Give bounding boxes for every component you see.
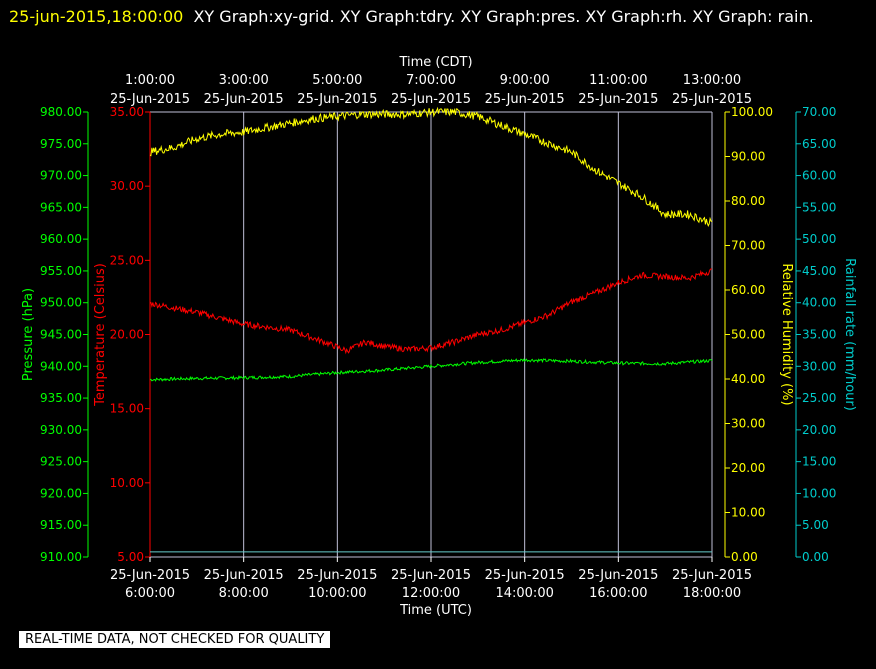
humidity-tick-label: 0.00 — [731, 550, 758, 564]
pressure-tick-label: 950.00 — [40, 296, 82, 310]
rainfall-tick-label: 0.00 — [802, 550, 829, 564]
top-tick-time: 13:00:00 — [683, 73, 741, 88]
top-tick-date: 25-Jun-2015 — [485, 92, 565, 107]
rainfall-axis-label: Rainfall rate (mm/hour) — [842, 258, 857, 411]
bottom-tick-date: 25-Jun-2015 — [391, 568, 471, 583]
top-axis-label: Time (CDT) — [398, 55, 472, 70]
rainfall-tick-label: 65.00 — [802, 137, 836, 151]
rainfall-tick-label: 45.00 — [802, 264, 836, 278]
humidity-tick-label: 20.00 — [731, 461, 765, 475]
humidity-tick-label: 10.00 — [731, 506, 765, 520]
rainfall-tick-label: 60.00 — [802, 169, 836, 183]
humidity-tick-label: 90.00 — [731, 150, 765, 164]
humidity-tick-label: 60.00 — [731, 283, 765, 297]
pressure-tick-label: 970.00 — [40, 169, 82, 183]
bottom-tick-time: 6:00:00 — [125, 586, 175, 601]
pressure-tick-label: 980.00 — [40, 105, 82, 119]
bottom-tick-time: 10:00:00 — [308, 586, 366, 601]
pressure-tick-label: 930.00 — [40, 423, 82, 437]
axis-lines — [83, 111, 801, 562]
axis-labels: 910.00 915.00 920.00 925.00 930.00 935.00 940.… — [21, 55, 857, 618]
series-layer — [149, 106, 713, 553]
temperature-tick-label: 10.00 — [110, 476, 144, 490]
graph-series-list: XY Graph:xy-grid. XY Graph:tdry. XY Grap… — [193, 7, 814, 26]
temperature-axis-label: Temperature (Celsius) — [93, 263, 108, 407]
temperature-tick-label: 5.00 — [117, 550, 144, 564]
graph-timestamp: 25-jun-2015,18:00:00 — [9, 7, 184, 26]
pressure-series-line — [149, 358, 713, 382]
pressure-tick-label: 920.00 — [40, 486, 82, 500]
humidity-series-line — [149, 106, 713, 227]
rainfall-tick-label: 50.00 — [802, 232, 836, 246]
bottom-tick-date: 25-Jun-2015 — [297, 568, 377, 583]
rainfall-tick-label: 15.00 — [802, 455, 836, 469]
pressure-tick-label: 965.00 — [40, 200, 82, 214]
temperature-tick-label: 25.00 — [110, 253, 144, 267]
humidity-tick-label: 70.00 — [731, 239, 765, 253]
graph-title: 25-jun-2015,18:00:00 XY Graph:xy-grid. X… — [9, 3, 859, 31]
grid-layer — [243, 112, 619, 557]
temperature-tick-label: 15.00 — [110, 402, 144, 416]
bottom-tick-time: 12:00:00 — [402, 586, 460, 601]
bottom-tick-date: 25-Jun-2015 — [578, 568, 658, 583]
bottom-tick-date: 25-Jun-2015 — [110, 568, 190, 583]
pressure-tick-label: 915.00 — [40, 518, 82, 532]
top-tick-time: 1:00:00 — [125, 73, 175, 88]
top-tick-date: 25-Jun-2015 — [297, 92, 377, 107]
humidity-axis-label: Relative Humidity (%) — [779, 263, 794, 405]
rainfall-tick-label: 20.00 — [802, 423, 836, 437]
bottom-axis-label: Time (UTC) — [399, 603, 472, 618]
bottom-tick-date: 25-Jun-2015 — [485, 568, 565, 583]
top-tick-time: 7:00:00 — [406, 73, 456, 88]
temperature-tick-label: 20.00 — [110, 328, 144, 342]
rainfall-tick-label: 10.00 — [802, 486, 836, 500]
rainfall-tick-label: 30.00 — [802, 359, 836, 373]
rainfall-tick-label: 55.00 — [802, 200, 836, 214]
top-tick-date: 25-Jun-2015 — [578, 92, 658, 107]
rainfall-tick-label: 5.00 — [802, 518, 829, 532]
pressure-tick-label: 945.00 — [40, 328, 82, 342]
rainfall-tick-label: 40.00 — [802, 296, 836, 310]
top-tick-date: 25-Jun-2015 — [110, 92, 190, 107]
bottom-tick-time: 16:00:00 — [589, 586, 647, 601]
rainfall-tick-label: 35.00 — [802, 328, 836, 342]
temperature-series-line — [149, 268, 712, 355]
bottom-tick-time: 14:00:00 — [495, 586, 553, 601]
pressure-tick-label: 955.00 — [40, 264, 82, 278]
pressure-tick-label: 960.00 — [40, 232, 82, 246]
humidity-tick-label: 50.00 — [731, 328, 765, 342]
bottom-tick-time: 18:00:00 — [683, 586, 741, 601]
pressure-axis-label: Pressure (hPa) — [21, 288, 36, 381]
bottom-tick-time: 8:00:00 — [219, 586, 269, 601]
top-tick-time: 9:00:00 — [500, 73, 550, 88]
temperature-tick-label: 30.00 — [110, 179, 144, 193]
top-tick-date: 25-Jun-2015 — [391, 92, 471, 107]
humidity-tick-label: 30.00 — [731, 417, 765, 431]
bottom-tick-date: 25-Jun-2015 — [672, 568, 752, 583]
rainfall-tick-label: 25.00 — [802, 391, 836, 405]
top-tick-time: 5:00:00 — [312, 73, 362, 88]
humidity-tick-label: 40.00 — [731, 372, 765, 386]
rainfall-tick-label: 70.00 — [802, 105, 836, 119]
top-tick-time: 3:00:00 — [219, 73, 269, 88]
top-tick-date: 25-Jun-2015 — [204, 92, 284, 107]
humidity-tick-label: 100.00 — [731, 105, 773, 119]
top-tick-time: 11:00:00 — [589, 73, 647, 88]
bottom-tick-date: 25-Jun-2015 — [204, 568, 284, 583]
pressure-tick-label: 910.00 — [40, 550, 82, 564]
temperature-tick-label: 35.00 — [110, 105, 144, 119]
pressure-tick-label: 925.00 — [40, 455, 82, 469]
pressure-tick-label: 935.00 — [40, 391, 82, 405]
top-tick-date: 25-Jun-2015 — [672, 92, 752, 107]
humidity-tick-label: 80.00 — [731, 194, 765, 208]
pressure-tick-label: 940.00 — [40, 359, 82, 373]
pressure-tick-label: 975.00 — [40, 137, 82, 151]
quality-notice: REAL-TIME DATA, NOT CHECKED FOR QUALITY — [19, 631, 331, 648]
